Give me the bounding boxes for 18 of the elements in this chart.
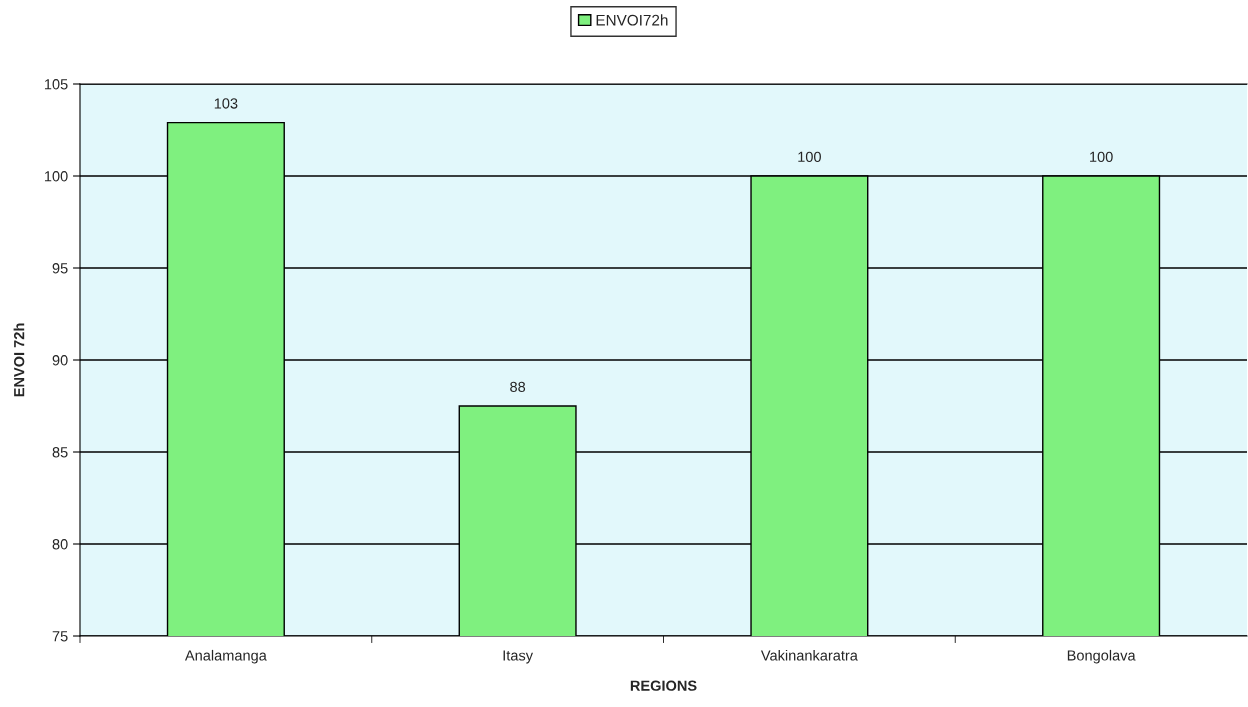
y-axis-title: ENVOI 72h (13, 323, 25, 397)
y-tick-label: 100 (44, 171, 68, 182)
x-axis-title: REGIONS (630, 680, 697, 691)
data-label: 100 (798, 151, 821, 163)
data-label: 103 (214, 98, 238, 109)
x-tick-label: Itasy (503, 650, 533, 664)
legend-label: ENVOI72h (596, 14, 668, 26)
y-tick-label: 80 (52, 539, 68, 550)
x-tick-label: Bongolava (1067, 649, 1136, 664)
y-tick-label: 95 (52, 263, 68, 274)
data-label: 100 (1090, 151, 1113, 163)
y-tick-label: 85 (52, 447, 68, 458)
y-tick-label: 90 (52, 355, 68, 366)
x-tick-label: Vakinankaratra (760, 649, 858, 661)
y-tick-label: 75 (52, 631, 68, 642)
y-tick-label: 105 (44, 79, 68, 90)
x-tick-label: Analamanga (184, 649, 267, 664)
data-label: 88 (510, 381, 526, 393)
